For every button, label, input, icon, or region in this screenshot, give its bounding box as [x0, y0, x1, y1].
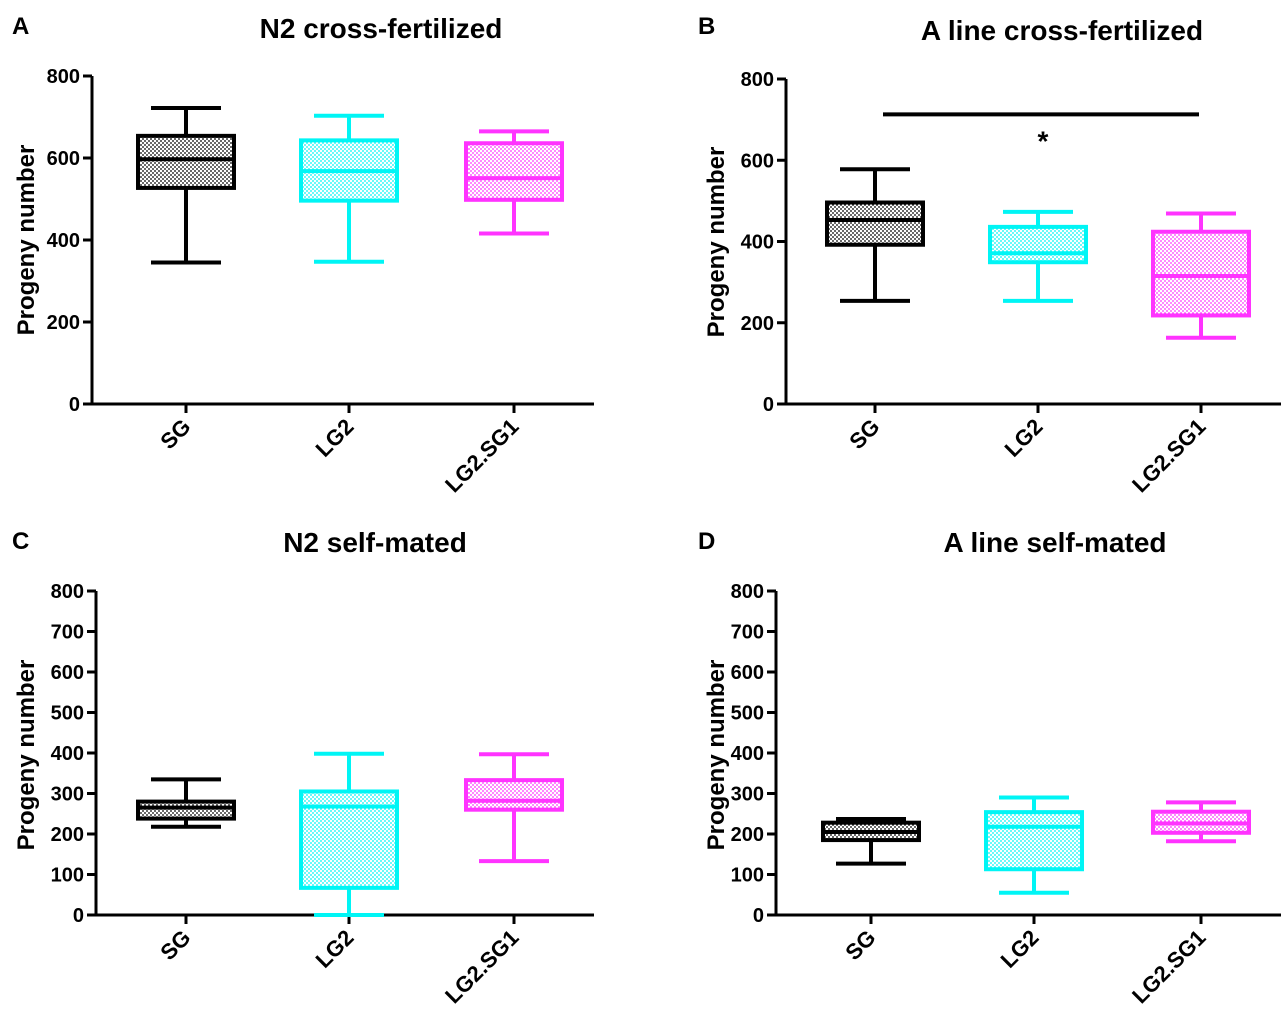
y-tick-label: 700 [731, 622, 764, 644]
x-tick-label: LG2.SG1 [440, 925, 523, 1008]
significance-label: * [1038, 125, 1049, 156]
box-sg [825, 167, 925, 303]
panel-letter: A [12, 13, 29, 40]
panel-title: N2 self-mated [283, 527, 467, 558]
y-tick-label: 0 [763, 394, 774, 416]
x-tick-label: LG2 [311, 414, 359, 462]
y-tick-label: 600 [51, 662, 84, 684]
box-sg [821, 817, 921, 866]
y-tick-label: 200 [731, 824, 764, 846]
box-lg2-sg1 [1151, 800, 1251, 844]
panel-a: A N2 cross-fertilized Progeny number 0 20… [12, 13, 594, 497]
y-tick-label: 600 [731, 662, 764, 684]
y-tick-label: 800 [47, 66, 80, 88]
iqr-box [136, 133, 236, 190]
y-tick-label: 200 [51, 824, 84, 846]
y-tick-label: 400 [47, 230, 80, 252]
x-tick-label: SG [844, 414, 884, 454]
y-tick-label: 0 [753, 905, 764, 927]
box-lg2 [988, 209, 1088, 303]
y-tick-label: 800 [731, 581, 764, 603]
y-tick-label: 0 [69, 394, 80, 416]
y-tick-label: 600 [47, 148, 80, 170]
x-tick-label: LG2.SG1 [1127, 925, 1210, 1008]
y-tick-label: 200 [47, 312, 80, 334]
y-tick-label: 0 [73, 905, 84, 927]
iqr-box [825, 200, 925, 247]
box-lg2-sg1 [1151, 211, 1251, 340]
iqr-box [464, 141, 564, 202]
panel-title: N2 cross-fertilized [260, 13, 503, 44]
y-axis-label: Progeny number [13, 660, 40, 851]
panel-b: B A line cross-fertilized Progeny number… [698, 13, 1281, 497]
x-tick-label: LG2 [311, 925, 359, 973]
y-axis-label: Progeny number [13, 145, 40, 336]
box-lg2 [299, 751, 399, 917]
iqr-box [464, 778, 564, 812]
y-tick-label: 100 [51, 865, 84, 887]
iqr-box [136, 799, 236, 821]
box-sg [136, 105, 236, 265]
y-tick-label: 200 [741, 313, 774, 335]
box-lg2 [299, 113, 399, 264]
y-tick-label: 400 [51, 743, 84, 765]
iqr-box [1151, 229, 1251, 318]
y-tick-label: 800 [741, 69, 774, 91]
box-sg [136, 777, 236, 829]
x-tick-label: LG2 [996, 925, 1044, 973]
y-axis-label: Progeny number [703, 147, 730, 338]
box-lg2-sg1 [464, 752, 564, 864]
iqr-box [988, 224, 1088, 265]
x-tick-label: SG [155, 925, 195, 965]
y-tick-label: 300 [51, 784, 84, 806]
x-tick-label: LG2 [1000, 414, 1048, 462]
y-tick-label: 700 [51, 622, 84, 644]
iqr-box [984, 810, 1084, 872]
panel-c: C N2 self-mated Progeny number 0 100 200 30… [12, 527, 594, 1008]
y-tick-label: 300 [731, 784, 764, 806]
panel-letter: B [698, 13, 715, 40]
y-tick-label: 500 [731, 703, 764, 725]
panel-d: D A line self-mated Progeny number 0 100 2… [698, 527, 1281, 1008]
box-lg2 [984, 795, 1084, 895]
y-tick-label: 400 [731, 743, 764, 765]
panel-letter: D [698, 528, 715, 555]
y-tick-label: 100 [731, 865, 764, 887]
y-tick-label: 800 [51, 581, 84, 603]
box-lg2-sg1 [464, 129, 564, 236]
x-tick-label: LG2.SG1 [440, 414, 523, 497]
y-tick-label: 500 [51, 703, 84, 725]
y-axis-label: Progeny number [703, 660, 730, 851]
x-tick-label: LG2.SG1 [1127, 414, 1210, 497]
x-tick-label: SG [840, 925, 880, 965]
panel-letter: C [12, 528, 29, 555]
panel-title: A line self-mated [943, 527, 1166, 558]
x-tick-label: SG [155, 414, 195, 454]
y-tick-label: 400 [741, 232, 774, 254]
panel-title: A line cross-fertilized [921, 15, 1203, 46]
y-tick-label: 600 [741, 150, 774, 172]
